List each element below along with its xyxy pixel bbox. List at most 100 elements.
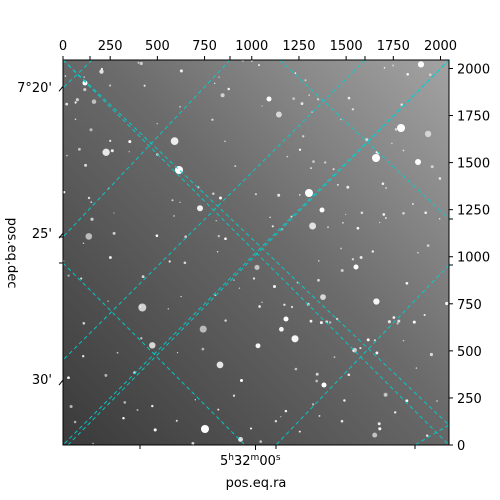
- x-tick-label: 250: [98, 39, 123, 54]
- star: [168, 260, 171, 263]
- star: [310, 167, 312, 169]
- star: [415, 367, 418, 369]
- star: [269, 216, 271, 218]
- star: [412, 320, 416, 324]
- star: [424, 211, 427, 214]
- star: [294, 367, 298, 371]
- star: [315, 372, 319, 376]
- star: [238, 287, 241, 290]
- x-tick-label: 1500: [330, 39, 363, 54]
- x-tick-label: 2000: [424, 39, 457, 54]
- star: [351, 258, 355, 261]
- star: [123, 401, 127, 404]
- star: [318, 414, 321, 417]
- bright-star: [319, 207, 325, 213]
- star: [217, 234, 221, 238]
- y-tick-label: 250: [457, 392, 482, 407]
- star: [214, 82, 216, 85]
- star: [378, 427, 382, 431]
- star: [347, 96, 351, 100]
- star: [224, 140, 226, 142]
- star: [319, 321, 323, 325]
- star: [417, 61, 425, 68]
- star: [173, 215, 175, 217]
- star: [290, 215, 293, 218]
- star: [277, 193, 281, 197]
- star: [136, 408, 139, 412]
- grid-line: [67, 60, 449, 445]
- star: [199, 325, 207, 333]
- star: [402, 149, 405, 152]
- star: [138, 303, 147, 312]
- star: [384, 394, 387, 396]
- star: [340, 419, 344, 423]
- star: [438, 177, 442, 180]
- star: [271, 225, 274, 228]
- star: [254, 264, 260, 270]
- star: [317, 278, 320, 282]
- star: [294, 72, 297, 74]
- star: [109, 139, 112, 143]
- star: [312, 160, 315, 163]
- svg-text:5h32m00s: 5h32m00s: [220, 453, 281, 469]
- star: [89, 128, 93, 132]
- star: [257, 64, 261, 67]
- star: [280, 416, 282, 418]
- star: [411, 203, 414, 205]
- star: [372, 432, 378, 438]
- star: [69, 404, 73, 409]
- star: [176, 351, 179, 354]
- bright-star: [372, 154, 380, 162]
- star: [153, 428, 157, 432]
- x-tick-label: 1750: [377, 39, 410, 54]
- star: [197, 205, 203, 212]
- ra-hours: 5: [220, 454, 228, 469]
- y-axis-label: pos.eq.dec: [4, 218, 19, 289]
- pixel-x-axis: 0 250 500 750 1000 1250 1500 1750 2000: [59, 39, 457, 60]
- star: [304, 79, 307, 82]
- star: [333, 356, 336, 358]
- x-tick-label: 1000: [235, 39, 268, 54]
- dec-tick-label-3: 30': [32, 373, 52, 388]
- star: [128, 150, 130, 153]
- star: [194, 399, 196, 401]
- star: [383, 67, 386, 69]
- star: [82, 322, 86, 325]
- star: [218, 76, 220, 78]
- star: [341, 221, 344, 224]
- star: [424, 130, 432, 138]
- star: [87, 196, 91, 200]
- star: [216, 361, 224, 369]
- star: [385, 186, 388, 189]
- star: [375, 351, 379, 355]
- grid-line: [63, 60, 366, 361]
- star: [340, 269, 344, 272]
- x-tick-label: 750: [192, 39, 217, 54]
- star: [65, 102, 69, 106]
- star: [232, 394, 236, 397]
- x-tick-label: 1250: [282, 39, 315, 54]
- star: [381, 182, 385, 185]
- star: [220, 93, 225, 98]
- star: [179, 105, 181, 108]
- star: [351, 108, 355, 111]
- star: [113, 212, 115, 214]
- star: [143, 84, 146, 87]
- star: [216, 251, 219, 253]
- y-tick-label: 1250: [457, 204, 490, 219]
- star: [102, 148, 110, 156]
- star: [309, 319, 313, 323]
- bright-star: [201, 425, 209, 433]
- star: [184, 235, 188, 239]
- star: [83, 88, 87, 92]
- star: [397, 319, 401, 323]
- star: [283, 303, 286, 306]
- star: [259, 440, 263, 443]
- star: [272, 284, 277, 289]
- y-tick-label: 500: [457, 345, 482, 360]
- bright-star: [266, 96, 272, 102]
- star: [335, 317, 339, 321]
- dec-tick-mark: [58, 379, 64, 386]
- star: [332, 168, 335, 171]
- y-tick-label: 1000: [457, 251, 490, 266]
